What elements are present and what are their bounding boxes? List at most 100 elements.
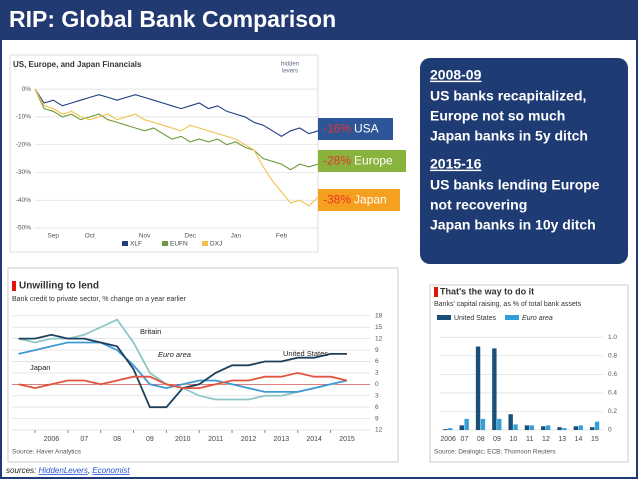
y-tick-label: 18 (375, 313, 383, 320)
chart-title: Unwilling to lend (19, 281, 99, 292)
y-tick-label: 1.0 (608, 334, 617, 341)
y-tick-label: 0.8 (608, 353, 617, 360)
series-line (34, 88, 319, 171)
x-tick-label: 09 (493, 436, 501, 443)
x-tick-label: 2015 (339, 436, 355, 443)
x-tick-label: 14 (575, 436, 583, 443)
annotation-change: -28% (323, 154, 351, 168)
bar (497, 418, 502, 430)
callout-box (420, 58, 628, 264)
chart-subtitle: Bank credit to private sector, % change … (12, 296, 187, 303)
legend-label: United States (454, 315, 497, 322)
logo: levers (282, 69, 298, 75)
legend-label: DXJ (210, 241, 222, 248)
x-tick-label: 07 (461, 436, 469, 443)
bar (573, 426, 579, 430)
chart-title: US, Europe, and Japan Financials (13, 60, 142, 69)
bar (492, 348, 497, 430)
series-label: Japan (30, 363, 50, 372)
x-tick-label: 07 (80, 436, 88, 443)
bar (589, 427, 595, 430)
bar (459, 425, 464, 430)
y-tick-label: 0.6 (608, 371, 617, 378)
annotation-change: -16% (323, 122, 351, 136)
bar (524, 425, 530, 430)
y-tick-label: 12 (375, 335, 383, 342)
x-tick-label: Feb (276, 233, 288, 240)
x-tick-label: 2006 (44, 436, 60, 443)
y-tick-label: 0.2 (608, 408, 617, 415)
y-tick-label: -50% (16, 225, 31, 232)
chart-source: Source: Haver Analytics (12, 449, 82, 456)
callout-line: Europe not so much (430, 108, 565, 124)
x-tick-label: 2006 (440, 436, 456, 443)
legend-label: Euro area (522, 315, 553, 322)
annotation-box (318, 118, 393, 140)
x-tick-label: 2011 (208, 436, 223, 443)
x-tick-label: 12 (542, 436, 550, 443)
x-tick-label: 13 (558, 436, 566, 443)
sources: sources: HiddenLevers, Economist (6, 466, 130, 475)
legend-swatch (505, 315, 519, 320)
logo: hidden (281, 62, 299, 68)
y-tick-label: 0 (375, 381, 379, 388)
source-link: HiddenLevers (38, 466, 87, 475)
y-tick-label: -10% (16, 114, 31, 121)
annotation: -38% Japan (323, 193, 387, 207)
source-text: sources: (6, 466, 38, 475)
callout-heading: 2015-16 (430, 156, 482, 172)
series-label: United States (283, 349, 328, 358)
callout-line: not recovering (430, 197, 527, 213)
y-tick-label: 6 (375, 358, 379, 365)
legend-swatch (202, 241, 208, 246)
x-tick-label: 2012 (241, 436, 257, 443)
annotation-label: Europe (354, 154, 393, 168)
callout-line: Japan banks in 10y ditch (430, 217, 596, 233)
source-text: , (88, 466, 92, 475)
bar (513, 424, 518, 430)
y-tick-label: 9 (375, 347, 379, 354)
x-tick-label: Sep (47, 233, 59, 240)
x-tick-label: Nov (139, 233, 151, 240)
bar (594, 421, 600, 430)
bar (508, 414, 513, 430)
title-bar (0, 0, 638, 40)
annotation: -28% Europe (323, 154, 393, 168)
y-tick-label: 15 (375, 324, 383, 331)
bar (578, 425, 583, 430)
source-link: Economist (92, 466, 130, 475)
bar (541, 426, 546, 430)
annotation-label: USA (354, 122, 379, 136)
chart-frame (429, 284, 629, 463)
x-tick-label: 2014 (306, 436, 322, 443)
y-tick-label: 9 (375, 415, 379, 422)
bar (475, 346, 481, 430)
y-tick-label: -20% (16, 141, 31, 148)
x-tick-label: Jan (231, 233, 242, 240)
x-tick-label: 2013 (274, 436, 290, 443)
legend-label: EUFN (170, 241, 188, 248)
x-tick-label: 2010 (175, 436, 191, 443)
callout-line: US banks lending Europe (430, 177, 600, 193)
series-label: Britain (140, 327, 161, 336)
x-tick-label: Oct (85, 233, 95, 240)
callout-line: US banks recapitalized, (430, 88, 586, 104)
x-tick-label: 10 (509, 436, 517, 443)
x-tick-label: 09 (146, 436, 154, 443)
annotation-box (318, 150, 406, 172)
callout-heading: 2008-09 (430, 67, 482, 83)
legend-swatch (162, 241, 168, 246)
flag (434, 287, 438, 297)
bar (529, 425, 535, 430)
x-tick-label: 08 (113, 436, 121, 443)
bar (557, 427, 562, 430)
annotation-label: Japan (354, 193, 387, 207)
annotation-box (318, 189, 400, 211)
bar (545, 425, 551, 430)
series-line (18, 371, 348, 390)
legend-label: XLF (130, 241, 142, 248)
x-tick-label: 11 (526, 436, 533, 443)
series-line (18, 341, 348, 393)
